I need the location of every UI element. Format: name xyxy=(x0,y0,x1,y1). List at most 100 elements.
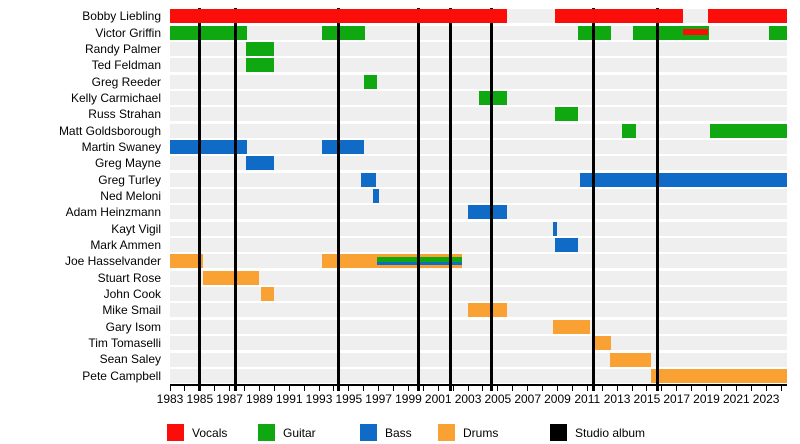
bar-bass xyxy=(579,172,787,187)
member-label: Kelly Carmichael xyxy=(70,90,161,105)
axis-tick xyxy=(661,386,663,391)
bar-vocals xyxy=(682,29,708,36)
studio-album-line xyxy=(417,8,421,391)
member-label: Bobby Liebling xyxy=(82,9,161,24)
member-label: Mark Ammen xyxy=(90,238,161,253)
axis-tick xyxy=(273,386,275,391)
bar-guitar xyxy=(554,107,579,122)
bar-drums xyxy=(468,303,507,318)
axis-year-label: 2015 xyxy=(633,392,661,406)
axis-tick xyxy=(214,386,216,391)
axis-year-label: 2023 xyxy=(752,392,780,406)
row-band xyxy=(170,189,787,204)
member-label: Greg Reeder xyxy=(91,74,161,89)
axis-tick xyxy=(482,386,484,391)
row-band xyxy=(170,41,787,56)
axis-year-label: 1985 xyxy=(186,392,214,406)
axis-year-label: 2003 xyxy=(454,392,482,406)
row-band xyxy=(170,287,787,302)
axis-tick xyxy=(706,386,708,391)
member-label: Stuart Rose xyxy=(97,270,161,285)
axis-tick xyxy=(363,386,365,391)
drums-swatch xyxy=(438,424,455,441)
axis-year-label: 1993 xyxy=(305,392,333,406)
axis-tick xyxy=(765,386,767,391)
axis-year-label: 2009 xyxy=(544,392,571,406)
bass-swatch xyxy=(360,424,377,441)
guitar-swatch xyxy=(258,424,275,441)
legend-label-guitar: Guitar xyxy=(283,426,316,440)
member-label: Martin Swaney xyxy=(81,139,161,154)
row-band xyxy=(170,238,787,253)
axis-tick xyxy=(691,386,693,391)
studio-album-line xyxy=(234,8,238,391)
legend-label-bass: Bass xyxy=(385,426,412,440)
bar-guitar xyxy=(322,25,366,40)
row-band xyxy=(170,270,787,285)
bar-guitar xyxy=(633,25,710,40)
row-band xyxy=(170,74,787,89)
axis-tick xyxy=(631,386,633,391)
bar-guitar xyxy=(621,123,637,138)
axis-tick xyxy=(229,386,231,391)
bar-drums xyxy=(651,368,787,383)
member-label: Greg Turley xyxy=(98,172,161,187)
bar-guitar xyxy=(246,58,275,73)
x-axis-line xyxy=(170,384,787,386)
axis-tick xyxy=(393,386,395,391)
bar-bass xyxy=(246,156,275,171)
row-band xyxy=(170,352,787,367)
bar-drums xyxy=(170,254,203,269)
bar-bass xyxy=(170,139,248,154)
studio-album-line xyxy=(448,8,452,391)
axis-tick xyxy=(616,386,618,391)
axis-year-label: 1987 xyxy=(216,392,243,406)
axis-tick xyxy=(676,386,678,391)
axis-year-label: 1991 xyxy=(275,392,303,406)
bar-drums xyxy=(260,287,275,302)
axis-tick xyxy=(601,386,603,391)
axis-tick xyxy=(333,386,335,391)
axis-year-label: 2005 xyxy=(484,392,512,406)
member-label: Gary Isom xyxy=(105,319,161,334)
axis-tick xyxy=(750,386,752,391)
bar-drums xyxy=(591,336,612,351)
axis-tick xyxy=(407,386,409,391)
member-label: Joe Hasselvander xyxy=(64,254,161,269)
legend-label-studio-album: Studio album xyxy=(575,426,646,440)
bar-drums xyxy=(553,319,591,334)
row-band xyxy=(170,156,787,171)
bar-vocals xyxy=(170,9,507,24)
bar-vocals xyxy=(554,9,683,24)
plot-area xyxy=(170,8,787,391)
axis-year-label: 2013 xyxy=(603,392,631,406)
axis-tick xyxy=(512,386,514,391)
axis-tick xyxy=(378,386,380,391)
member-label: Matt Goldsborough xyxy=(58,123,161,138)
axis-tick xyxy=(244,386,246,391)
row-band xyxy=(170,139,787,154)
bar-guitar xyxy=(709,123,787,138)
member-label: Greg Mayne xyxy=(94,156,161,171)
axis-tick xyxy=(735,386,737,391)
axis-tick xyxy=(586,386,588,391)
row-band xyxy=(170,336,787,351)
axis-year-label: 1983 xyxy=(156,392,184,406)
axis-tick xyxy=(556,386,558,391)
axis-tick xyxy=(318,386,320,391)
bar-bass xyxy=(322,139,364,154)
axis-year-label: 2007 xyxy=(514,392,542,406)
member-label: Ted Feldman xyxy=(91,58,161,73)
axis-year-label: 1989 xyxy=(246,392,273,406)
axis-year-label: 2011 xyxy=(574,392,601,406)
member-labels-column: Bobby Liebling Victor Griffin Randy Palmer… xyxy=(0,0,165,392)
bar-guitar xyxy=(769,25,787,40)
bar-guitar xyxy=(170,25,248,40)
member-label: Mike Smail xyxy=(102,303,161,318)
member-label: Victor Griffin xyxy=(95,25,161,40)
bar-vocals xyxy=(708,9,787,24)
studio-album-line xyxy=(198,8,202,391)
row-band xyxy=(170,221,787,236)
axis-tick xyxy=(437,386,439,391)
